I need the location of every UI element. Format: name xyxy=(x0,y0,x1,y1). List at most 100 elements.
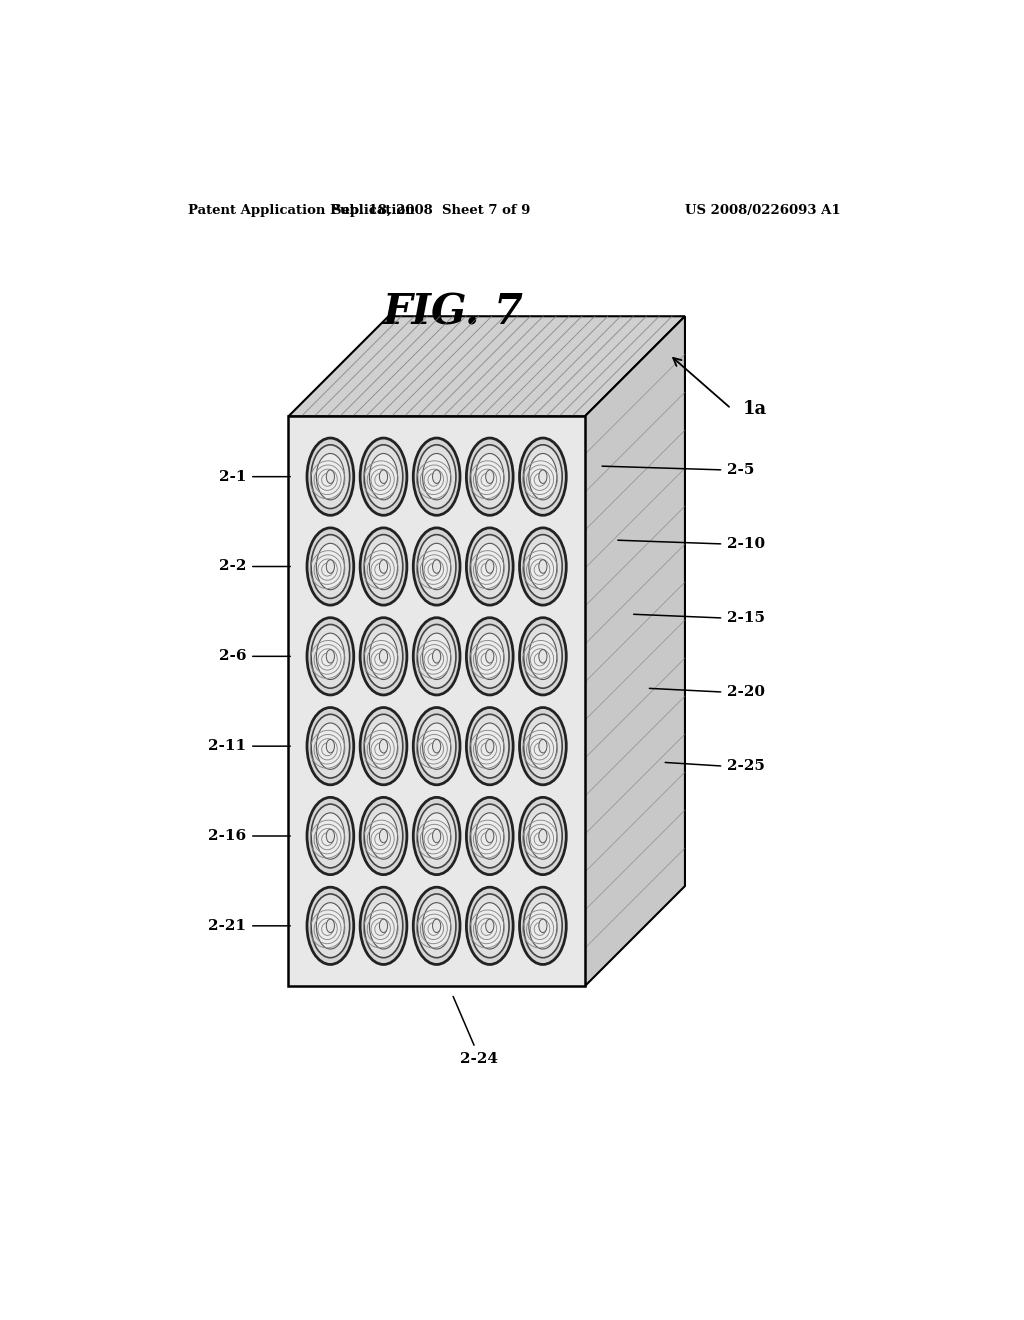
Ellipse shape xyxy=(539,649,547,663)
Ellipse shape xyxy=(370,454,397,500)
Ellipse shape xyxy=(311,804,349,867)
Ellipse shape xyxy=(523,624,562,688)
Text: 2-5: 2-5 xyxy=(727,463,755,477)
Ellipse shape xyxy=(365,714,402,777)
Text: 2-10: 2-10 xyxy=(727,537,765,550)
Ellipse shape xyxy=(523,714,562,777)
Text: 1a: 1a xyxy=(742,400,767,417)
Ellipse shape xyxy=(327,470,335,483)
Ellipse shape xyxy=(414,438,460,515)
Ellipse shape xyxy=(316,903,344,949)
Ellipse shape xyxy=(311,445,349,508)
Ellipse shape xyxy=(418,445,456,508)
Polygon shape xyxy=(289,416,585,986)
Ellipse shape xyxy=(316,634,344,680)
Ellipse shape xyxy=(316,544,344,590)
Ellipse shape xyxy=(414,618,460,694)
Text: 2-16: 2-16 xyxy=(208,829,246,843)
Ellipse shape xyxy=(466,708,513,785)
Ellipse shape xyxy=(423,634,451,680)
Ellipse shape xyxy=(470,624,509,688)
Ellipse shape xyxy=(432,739,440,752)
Ellipse shape xyxy=(307,708,353,785)
Ellipse shape xyxy=(360,797,407,875)
Ellipse shape xyxy=(466,528,513,605)
Ellipse shape xyxy=(476,454,504,500)
Ellipse shape xyxy=(365,535,402,598)
Ellipse shape xyxy=(327,560,335,573)
Ellipse shape xyxy=(470,894,509,958)
Ellipse shape xyxy=(470,804,509,867)
Ellipse shape xyxy=(414,708,460,785)
Ellipse shape xyxy=(423,813,451,859)
Ellipse shape xyxy=(470,714,509,777)
Ellipse shape xyxy=(423,454,451,500)
Ellipse shape xyxy=(423,723,451,770)
Ellipse shape xyxy=(519,708,566,785)
Text: 2-15: 2-15 xyxy=(727,611,765,626)
Ellipse shape xyxy=(485,560,494,573)
Ellipse shape xyxy=(528,813,557,859)
Ellipse shape xyxy=(519,618,566,694)
Ellipse shape xyxy=(365,894,402,958)
Ellipse shape xyxy=(414,797,460,875)
Ellipse shape xyxy=(466,887,513,965)
Ellipse shape xyxy=(432,649,440,663)
Ellipse shape xyxy=(432,470,440,483)
Ellipse shape xyxy=(380,470,388,483)
Ellipse shape xyxy=(311,894,349,958)
Ellipse shape xyxy=(307,618,353,694)
Ellipse shape xyxy=(418,624,456,688)
Text: 2-2: 2-2 xyxy=(219,560,246,573)
Text: FIG. 7: FIG. 7 xyxy=(383,292,524,334)
Ellipse shape xyxy=(360,438,407,515)
Ellipse shape xyxy=(360,528,407,605)
Ellipse shape xyxy=(316,813,344,859)
Ellipse shape xyxy=(311,624,349,688)
Ellipse shape xyxy=(519,438,566,515)
Polygon shape xyxy=(289,317,685,416)
Ellipse shape xyxy=(528,723,557,770)
Ellipse shape xyxy=(370,903,397,949)
Ellipse shape xyxy=(432,560,440,573)
Ellipse shape xyxy=(418,535,456,598)
Ellipse shape xyxy=(539,470,547,483)
Ellipse shape xyxy=(307,797,353,875)
Ellipse shape xyxy=(370,544,397,590)
Ellipse shape xyxy=(327,919,335,933)
Ellipse shape xyxy=(316,454,344,500)
Ellipse shape xyxy=(476,544,504,590)
Ellipse shape xyxy=(523,804,562,867)
Text: 2-21: 2-21 xyxy=(208,919,246,933)
Polygon shape xyxy=(585,317,685,986)
Ellipse shape xyxy=(380,560,388,573)
Ellipse shape xyxy=(539,829,547,842)
Text: 2-6: 2-6 xyxy=(218,649,246,664)
Ellipse shape xyxy=(528,544,557,590)
Ellipse shape xyxy=(528,454,557,500)
Ellipse shape xyxy=(316,723,344,770)
Ellipse shape xyxy=(370,634,397,680)
Ellipse shape xyxy=(307,528,353,605)
Ellipse shape xyxy=(327,829,335,842)
Text: Sep. 18, 2008  Sheet 7 of 9: Sep. 18, 2008 Sheet 7 of 9 xyxy=(332,205,530,218)
Ellipse shape xyxy=(327,649,335,663)
Ellipse shape xyxy=(476,723,504,770)
Ellipse shape xyxy=(476,903,504,949)
Ellipse shape xyxy=(432,829,440,842)
Ellipse shape xyxy=(485,649,494,663)
Ellipse shape xyxy=(528,903,557,949)
Ellipse shape xyxy=(365,624,402,688)
Ellipse shape xyxy=(370,723,397,770)
Text: 2-11: 2-11 xyxy=(208,739,246,754)
Ellipse shape xyxy=(519,528,566,605)
Ellipse shape xyxy=(307,438,353,515)
Ellipse shape xyxy=(414,887,460,965)
Ellipse shape xyxy=(539,739,547,752)
Ellipse shape xyxy=(327,739,335,752)
Ellipse shape xyxy=(539,560,547,573)
Text: US 2008/0226093 A1: US 2008/0226093 A1 xyxy=(685,205,841,218)
Ellipse shape xyxy=(360,887,407,965)
Ellipse shape xyxy=(418,804,456,867)
Ellipse shape xyxy=(470,535,509,598)
